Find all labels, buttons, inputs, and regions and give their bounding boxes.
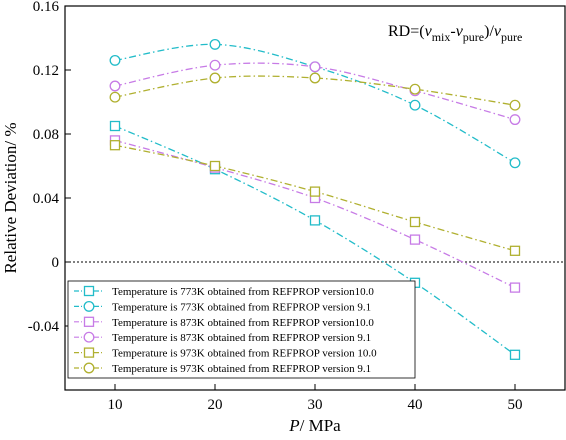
annotation-sub-mix: mix [432,30,451,44]
x-axis-title: P/ MPa [288,416,341,435]
x-tick-label: 10 [108,397,123,413]
data-point [409,216,421,228]
data-point [109,91,121,103]
data-point [109,140,121,151]
data-point [509,114,521,126]
legend-item: Temperature is 973K obtained from REFPRO… [74,347,377,360]
series-line [114,139,516,289]
y-tick-label: -0.04 [28,319,60,335]
data-point [209,59,221,71]
x-axis-title-symbol: P [288,416,299,435]
series-3 [109,135,521,293]
series-layer [109,38,521,360]
legend-marker [83,300,95,312]
axis-ticks: 10 20 30 40 50 -0.04 0 0.04 0.08 0.12 0.16 [28,0,523,413]
legend-entries: Temperature is 773K obtained from REFPRO… [74,285,377,375]
legend-box [67,280,416,379]
y-axis-title: Relative Deviation/ % [1,122,20,273]
data-point [109,80,121,92]
annotation-sub-pure-1: pure [463,30,484,44]
legend-label: Temperature is 873K obtained from REFPRO… [112,317,374,329]
annotation-minus: - [450,23,455,40]
y-tick-label: 0 [52,255,60,271]
x-axis-title-unit: / MPa [300,416,342,435]
y-tick-label: 0.04 [33,191,60,207]
legend-marker [83,347,95,358]
legend-label: Temperature is 873K obtained from REFPRO… [112,332,371,344]
x-tick-label: 40 [408,397,423,413]
annotation-mid: )/ [484,23,494,40]
data-point [309,72,321,84]
legend-item: Temperature is 773K obtained from REFPRO… [74,300,371,313]
annotation-nu-2: ν [456,23,464,40]
series-line [114,62,516,121]
data-point [209,160,221,172]
data-point [409,83,421,95]
data-point [109,120,121,132]
data-point [309,61,321,73]
series-line [114,75,516,106]
annotation-nu-3: ν [494,23,502,40]
legend-label: Temperature is 973K obtained from REFPRO… [112,348,377,360]
legend-item: Temperature is 773K obtained from REFPRO… [74,285,374,298]
legend-marker [83,362,95,374]
x-tick-label: 30 [308,397,323,413]
legend: Temperature is 773K obtained from REFPRO… [67,280,416,379]
data-point [509,349,521,360]
data-point [509,245,521,256]
legend-item: Temperature is 873K obtained from REFPRO… [74,316,374,329]
data-point [509,157,521,169]
legend-item: Temperature is 873K obtained from REFPRO… [74,331,371,344]
legend-marker [83,285,95,297]
y-tick-label: 0.08 [33,127,59,143]
annotation-prefix: RD=( [388,23,425,40]
legend-label: Temperature is 973K obtained from REFPRO… [112,363,371,375]
legend-label: Temperature is 773K obtained from REFPRO… [112,286,374,298]
x-tick-label: 50 [508,397,523,413]
data-point [209,38,221,50]
data-point [309,186,321,197]
series-4 [109,59,521,126]
annotation-nu-1: ν [425,23,433,40]
x-tick-label: 20 [208,397,223,413]
data-point [409,99,421,111]
series-6 [109,72,521,111]
data-point [409,234,421,245]
data-point [509,282,521,293]
y-tick-label: 0.16 [33,0,60,15]
legend-marker [83,316,95,327]
legend-label: Temperature is 773K obtained from REFPRO… [112,301,371,313]
annotation-sub-pure-2: pure [501,30,522,44]
legend-item: Temperature is 973K obtained from REFPRO… [74,362,371,375]
data-point [509,99,521,111]
y-tick-label: 0.12 [33,63,59,79]
data-point [309,215,321,226]
series-5 [109,140,521,256]
data-point [109,54,121,66]
legend-marker [83,331,95,343]
annotation-formula: RD=(νmix-νpure)/νpure [388,23,522,44]
data-point [209,72,221,84]
